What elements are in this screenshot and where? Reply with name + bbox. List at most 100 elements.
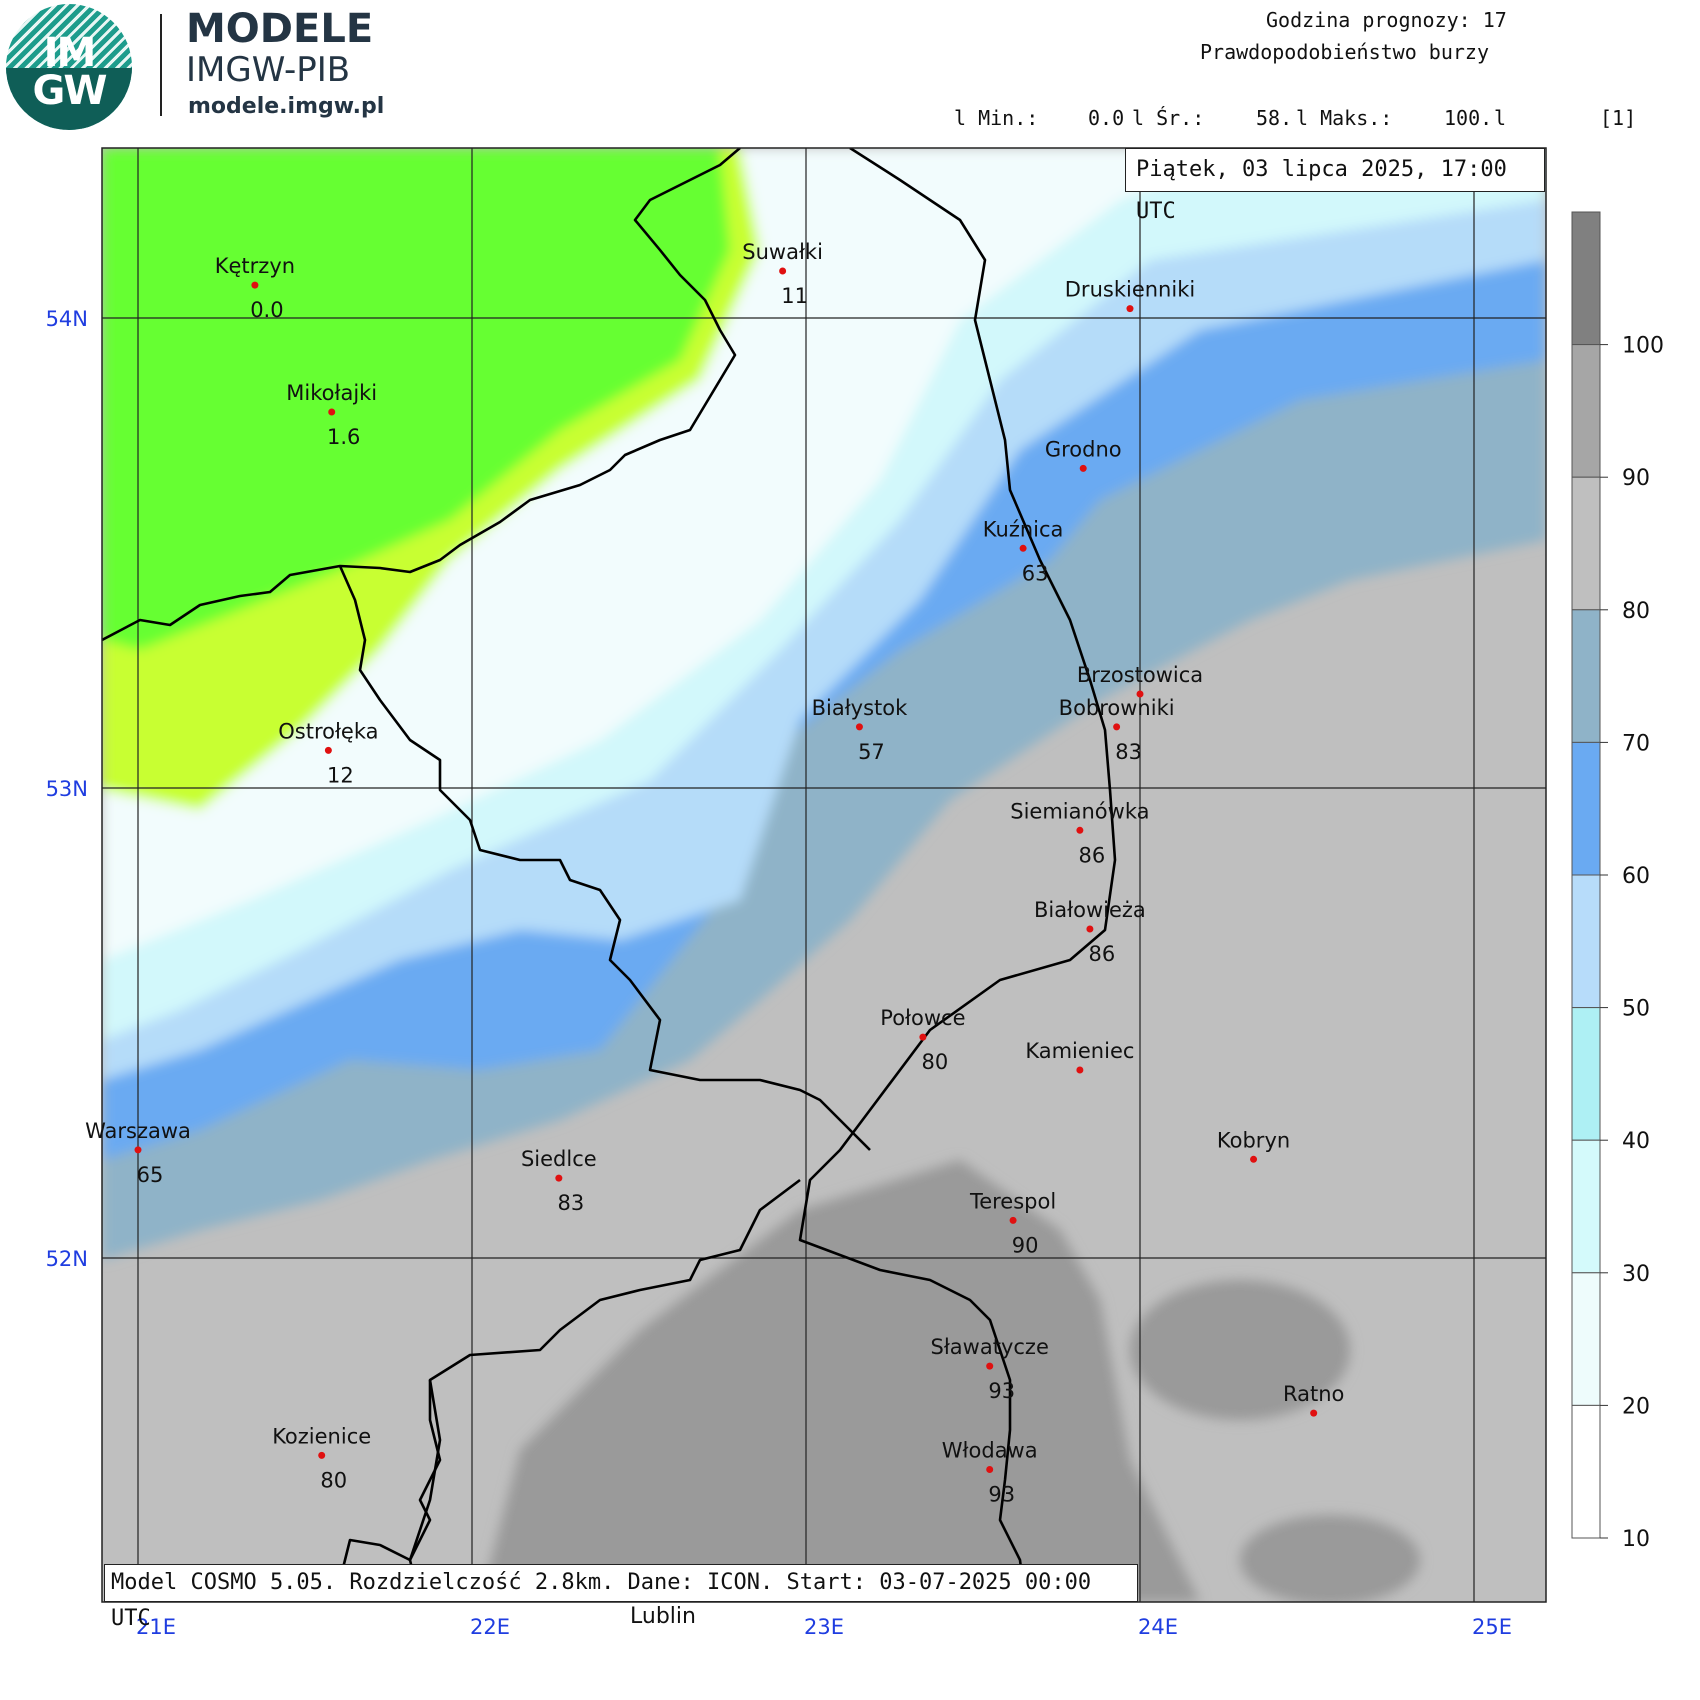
logo-url[interactable]: modele.imgw.pl	[188, 94, 385, 119]
lat-lon-grid	[102, 148, 1546, 1602]
city-value: 63	[1022, 561, 1049, 585]
logo-separator	[160, 14, 162, 116]
city-name: Kętrzyn	[215, 254, 295, 278]
border-lublin-voivodeship	[408, 1178, 801, 1602]
colorbar-segment	[1571, 609, 1601, 743]
stat-avg-label: l Śr.:	[1132, 106, 1205, 130]
city-marker[interactable]: Włodawa 93	[942, 1439, 1038, 1507]
city-dot	[1126, 305, 1134, 313]
logo-letters-bottom: GW	[32, 68, 108, 114]
colorbar-label: 90	[1622, 466, 1650, 491]
stat-unit: [1]	[1600, 106, 1637, 130]
imgw-logo-emblem: IM GW	[6, 4, 132, 130]
city-name: Brzostowica	[1077, 663, 1203, 687]
city-dot	[1009, 1216, 1017, 1224]
valid-time-box: Piątek, 03 lipca 2025, 17:00 UTC	[1125, 148, 1545, 224]
colorbar-label: 100	[1622, 334, 1664, 359]
logo-title: MODELE	[186, 6, 374, 52]
colorbar-segment	[1571, 476, 1601, 611]
city-name: Siedlce	[521, 1147, 597, 1171]
city-name: Białystok	[812, 696, 909, 720]
colorbar-segment	[1571, 874, 1601, 1009]
imgw-logo-letters: IM GW	[6, 33, 132, 111]
city-marker[interactable]: Białystok 57	[812, 696, 909, 764]
city-value: 86	[1089, 942, 1116, 966]
colorbar-label: 20	[1622, 1394, 1650, 1419]
city-name: Włodawa	[942, 1439, 1038, 1463]
imgw-logo: IM GW MODELE IMGW-PIB modele.imgw.pl	[2, 0, 385, 135]
city-marker[interactable]: Mikołajki 1.6	[286, 381, 377, 449]
axis-labels: 54N 53N 52N 21E 22E 23E 24E 25E	[46, 307, 1512, 1639]
city-marker[interactable]: Siedlce 83	[521, 1147, 597, 1215]
colorbar-segment	[1571, 1139, 1601, 1274]
city-dot	[855, 723, 863, 731]
city-marker[interactable]: Terespol 90	[969, 1189, 1056, 1257]
city-marker[interactable]: Kamieniec	[1025, 1039, 1134, 1074]
city-name: Kuźnica	[983, 517, 1064, 541]
lat-label: 52N	[46, 1247, 88, 1271]
logo-letters-top: IM	[43, 30, 97, 76]
field-darkgray-east	[1130, 1280, 1350, 1420]
map-frame	[101, 147, 1547, 1603]
city-marker[interactable]: Ostrołęka 12	[278, 719, 378, 787]
city-marker[interactable]: Brzostowica	[1077, 663, 1203, 698]
city-marker[interactable]: Bobrowniki 83	[1059, 696, 1175, 764]
city-value: 12	[327, 763, 354, 787]
city-marker[interactable]: Grodno	[1045, 437, 1122, 472]
field-darkgray-ratno	[1240, 1515, 1420, 1602]
city-marker[interactable]: Ratno	[1283, 1382, 1344, 1417]
lon-label: 25E	[1472, 1615, 1512, 1639]
city-marker[interactable]: Kuźnica 63	[983, 517, 1064, 585]
colorbar-segment	[1571, 1272, 1601, 1406]
logo-subtitle: IMGW-PIB	[186, 50, 351, 90]
city-dot	[919, 1033, 927, 1041]
probability-field	[102, 148, 1546, 1602]
city-markers: Kętrzyn 0.0 Suwałki 11 Druskienniki Mikołajki…	[85, 240, 1344, 1507]
city-marker[interactable]: Sławatycze 93	[931, 1335, 1049, 1403]
city-name: Bobrowniki	[1059, 696, 1175, 720]
colorbar-label: 80	[1622, 599, 1650, 624]
city-marker[interactable]: Kozienice 80	[272, 1424, 371, 1492]
city-marker[interactable]: Kętrzyn 0.0	[215, 254, 295, 322]
parameter-name: Prawdopodobieństwo burzy	[1200, 40, 1489, 64]
city-value: 80	[320, 1468, 347, 1492]
city-dot	[1136, 690, 1144, 698]
city-marker[interactable]: Połowce 80	[880, 1006, 965, 1074]
colorbar-segment	[1571, 1007, 1601, 1141]
city-marker[interactable]: Druskienniki	[1065, 278, 1195, 313]
colorbar: 100 90 80 70 60 50 40 30 20 10	[1571, 211, 1664, 1552]
colorbar-label: 30	[1622, 1262, 1650, 1287]
field-green-dark	[102, 148, 730, 650]
city-value: 90	[1012, 1233, 1039, 1257]
stat-avg-value: 58.	[1256, 106, 1293, 130]
lat-label: 54N	[46, 307, 88, 331]
city-name: Kobryn	[1217, 1128, 1290, 1152]
borders	[102, 148, 1117, 1602]
city-name: Kamieniec	[1025, 1039, 1134, 1063]
city-dot	[328, 408, 336, 416]
colorbar-label: 40	[1622, 1129, 1650, 1154]
city-dot	[1250, 1155, 1258, 1163]
colorbar-segment	[1571, 211, 1601, 346]
city-marker[interactable]: Warszawa 65	[85, 1119, 191, 1187]
city-name: Grodno	[1045, 437, 1122, 461]
border-russia-kaliningrad	[102, 148, 741, 642]
city-value: 93	[988, 1483, 1015, 1507]
stat-min-label: l Min.:	[954, 106, 1039, 130]
city-marker[interactable]: Siemianówka 86	[1010, 799, 1149, 867]
colorbar-label: 70	[1622, 731, 1650, 756]
city-name: Ratno	[1283, 1382, 1344, 1406]
colorbar-label: 60	[1622, 864, 1650, 889]
city-name: Sławatycze	[931, 1335, 1049, 1359]
city-marker[interactable]: Białowieża 86	[1034, 898, 1146, 966]
city-marker[interactable]: Kobryn	[1217, 1128, 1290, 1163]
city-dot	[324, 746, 332, 754]
forecast-hour: Godzina prognozy: 17	[1266, 8, 1507, 32]
city-dot	[1113, 723, 1121, 731]
colorbar-label: 10	[1622, 1527, 1650, 1552]
city-dot	[1086, 925, 1094, 933]
city-marker[interactable]: Suwałki 11	[742, 240, 823, 308]
city-dot	[318, 1451, 326, 1459]
city-name: Warszawa	[85, 1119, 191, 1143]
